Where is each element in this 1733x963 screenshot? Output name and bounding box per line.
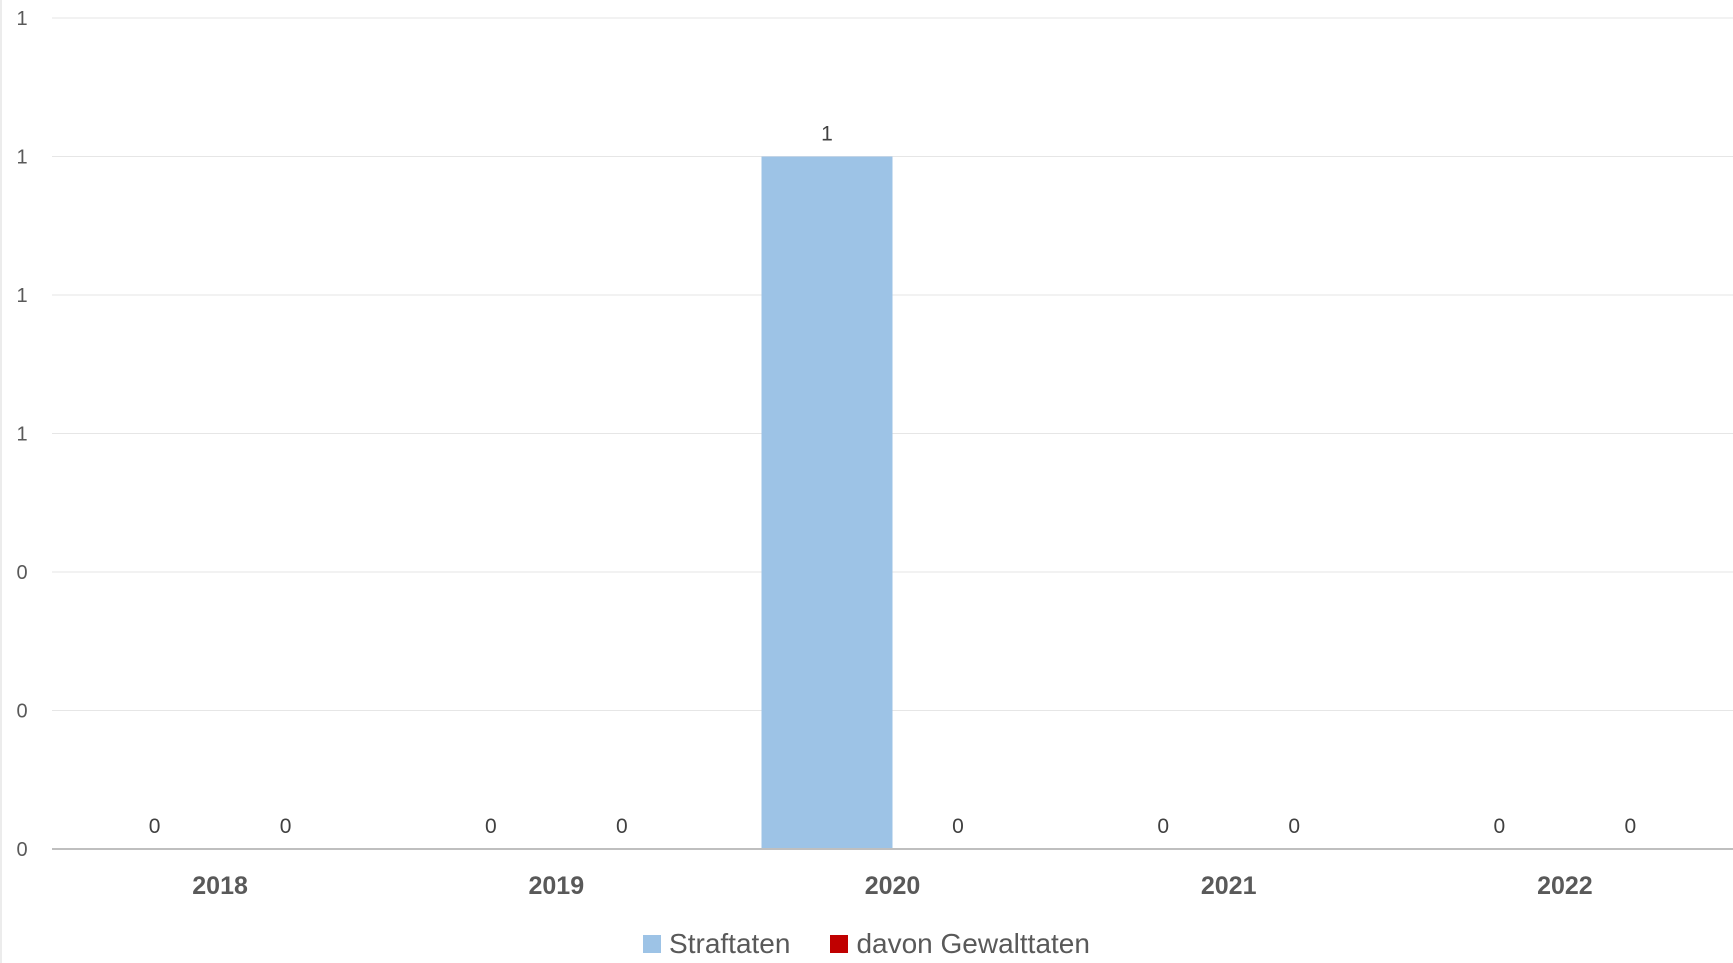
data-label: 0 xyxy=(952,815,964,838)
data-label: 0 xyxy=(1625,815,1637,838)
y-tick-label: 1 xyxy=(16,8,27,30)
data-label: 0 xyxy=(1494,815,1506,838)
data-label: 0 xyxy=(616,815,628,838)
legend-label-gewalttaten: davon Gewalttaten xyxy=(856,928,1090,959)
bar-straftaten-2020 xyxy=(761,156,893,849)
y-tick-label: 1 xyxy=(16,147,27,169)
data-label: 1 xyxy=(821,123,833,146)
data-label: 0 xyxy=(1288,815,1300,838)
x-category-label: 2021 xyxy=(1201,872,1257,900)
data-label: 0 xyxy=(280,815,292,838)
legend-item-straftaten: Straftaten xyxy=(643,928,790,960)
x-category-label: 2020 xyxy=(865,872,921,900)
y-tick-label: 0 xyxy=(16,701,27,723)
y-tick-label: 1 xyxy=(16,285,27,307)
data-label: 0 xyxy=(485,815,497,838)
x-category-label: 2019 xyxy=(528,872,584,900)
y-tick-label: 0 xyxy=(16,562,27,584)
y-tick-label: 1 xyxy=(16,424,27,446)
x-category-label: 2022 xyxy=(1537,872,1593,900)
legend-item-gewalttaten: davon Gewalttaten xyxy=(830,928,1090,960)
data-label: 0 xyxy=(1157,815,1169,838)
chart-legend: Straftaten davon Gewalttaten xyxy=(0,928,1733,960)
legend-swatch-gewalttaten xyxy=(830,935,849,953)
x-category-label: 2018 xyxy=(192,872,248,900)
legend-swatch-straftaten xyxy=(643,935,662,953)
y-tick-label: 0 xyxy=(16,839,27,861)
legend-label-straftaten: Straftaten xyxy=(669,928,791,959)
data-label: 0 xyxy=(149,815,161,838)
